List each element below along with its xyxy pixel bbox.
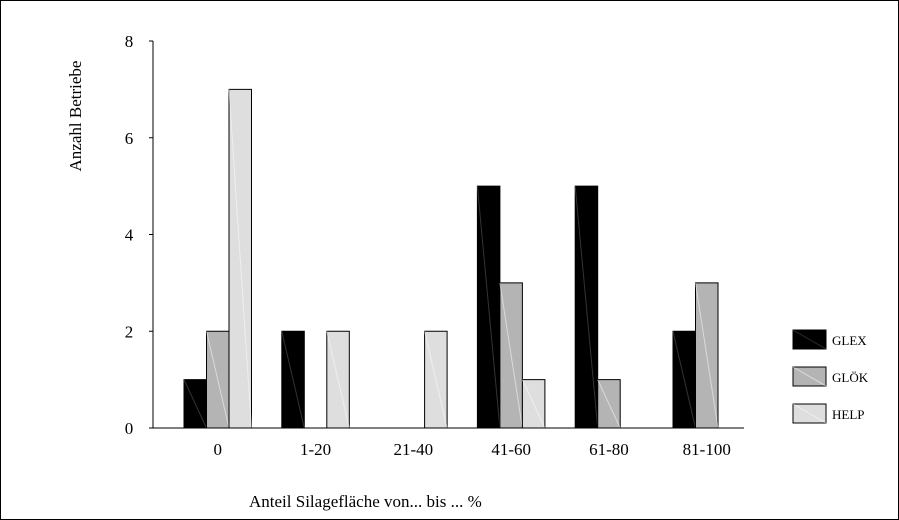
legend-label: GLÖK [832,370,869,385]
x-axis-label: Anteil Silagefläche von... bis ... % [249,492,482,511]
legend: GLEX GLÖK HELP [792,329,869,424]
y-axis-label: Anzahl Betriebe [66,61,85,172]
bar-gl-k-81-100 [695,282,719,429]
bar-help-0 [228,88,252,429]
y-ticks-group: 0 2 4 6 8 [125,32,153,438]
x-tick-label: 0 [214,440,223,459]
x-tick-label: 81-100 [683,440,731,459]
bar-glex-41-60 [476,185,501,429]
bar-help-21-40 [424,330,448,429]
bar-glex-61-80 [574,185,599,429]
legend-label: HELP [832,407,865,422]
legend-item-gl-k: GLÖK [792,366,869,387]
y-tick-label: 8 [125,32,134,51]
legend-label: GLEX [832,333,867,348]
x-tick-label: 61-80 [589,440,629,459]
x-ticks-group: 0 1-20 21-40 41-60 61-80 81-100 [214,440,731,459]
x-tick-label: 41-60 [491,440,531,459]
bar-glex-0 [183,379,207,429]
legend-item-glex: GLEX [792,329,867,350]
x-tick-label: 21-40 [394,440,434,459]
x-tick-label: 1-20 [300,440,331,459]
bar-gl-k-41-60 [499,282,523,429]
bar-gl-k-0 [206,330,230,429]
y-tick-label: 4 [125,226,134,245]
legend-item-help: HELP [792,403,865,424]
y-tick-label: 6 [125,129,134,148]
bars-group [183,88,719,429]
bar-gl-k-61-80 [597,379,621,429]
bar-help-41-60 [521,379,546,429]
y-tick-label: 2 [125,322,134,341]
bar-glex-81-100 [672,330,696,429]
y-tick-label: 0 [125,419,134,438]
bar-help-1-20 [326,330,350,429]
bar-glex-1-20 [281,330,305,429]
